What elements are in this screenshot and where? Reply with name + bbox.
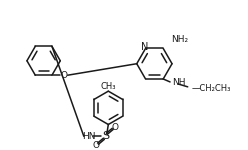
Text: —CH₂CH₃: —CH₂CH₃ [192,84,231,93]
Text: N: N [141,42,148,52]
Text: NH: NH [172,78,186,87]
Text: HN: HN [82,132,95,141]
Text: S: S [102,131,109,141]
Text: O: O [92,141,99,150]
Text: O: O [60,71,67,80]
Text: O: O [112,123,119,132]
Text: NH₂: NH₂ [171,34,188,43]
Text: CH₃: CH₃ [101,82,116,91]
